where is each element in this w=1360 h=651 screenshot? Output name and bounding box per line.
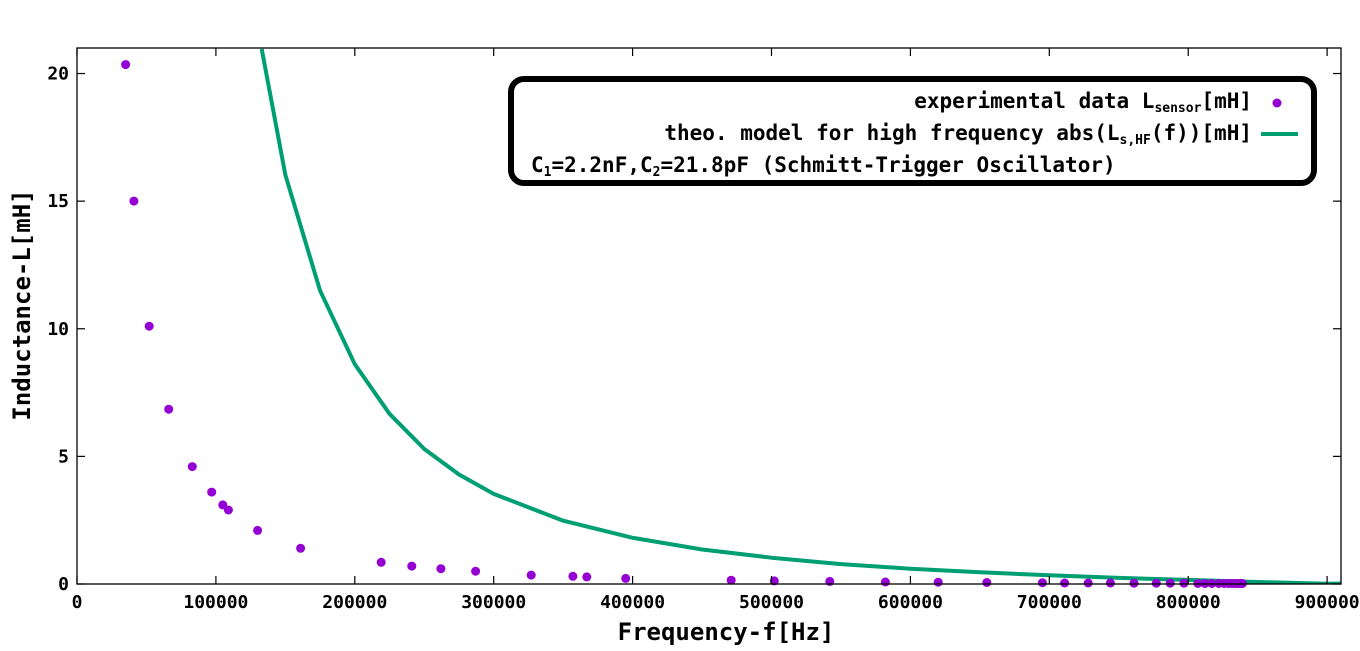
data-point <box>568 571 578 581</box>
data-point <box>144 321 154 331</box>
data-point <box>407 561 417 571</box>
legend-model-label: theo. model for high frequency abs(Ls,HF… <box>664 121 1252 148</box>
x-tick-label: 100000 <box>183 592 248 613</box>
x-tick-label: 0 <box>72 592 83 613</box>
data-point <box>621 573 631 583</box>
y-tick-label: 15 <box>47 191 69 212</box>
data-point <box>726 575 736 585</box>
data-point <box>1083 578 1093 588</box>
data-point <box>223 505 233 515</box>
data-point <box>1165 578 1175 588</box>
legend: experimental data Lsensor[mH] theo. mode… <box>508 76 1317 186</box>
x-tick-label: 200000 <box>322 592 387 613</box>
x-tick-label: 900000 <box>1295 592 1360 613</box>
data-point <box>296 543 306 553</box>
x-tick-label: 700000 <box>1017 592 1082 613</box>
data-point <box>526 570 536 580</box>
data-point <box>1179 578 1189 588</box>
data-point <box>164 404 174 414</box>
legend-experimental-label: experimental data Lsensor[mH] <box>914 89 1252 116</box>
y-tick-label: 10 <box>47 319 69 340</box>
model-curve-layer <box>259 48 1341 584</box>
data-point <box>121 60 131 70</box>
plot-frame <box>76 47 1342 585</box>
data-point <box>880 577 890 587</box>
x-tick-label: 400000 <box>600 592 665 613</box>
data-point <box>1060 578 1070 588</box>
data-point <box>376 557 386 567</box>
data-point <box>1105 578 1115 588</box>
data-point <box>436 564 446 574</box>
axis-ticks: 0 100000 200000 300000 400000 500000 600000 700… <box>47 48 1360 613</box>
data-point <box>253 525 263 535</box>
legend-capacitor-note: C1=2.2nF,C2=21.8pF (Schmitt-Trigger Osci… <box>531 153 1116 180</box>
data-point <box>982 578 992 587</box>
data-point <box>207 487 217 497</box>
data-point <box>933 577 943 587</box>
data-point <box>1129 578 1139 588</box>
data-point <box>1151 578 1161 588</box>
data-point <box>471 566 481 576</box>
y-tick-label: 0 <box>58 574 69 595</box>
y-tick-label: 5 <box>58 446 69 467</box>
x-tick-label: 500000 <box>739 592 804 613</box>
x-tick-label: 600000 <box>878 592 943 613</box>
x-axis-label: Frequency-f[Hz] <box>618 618 835 646</box>
data-point <box>1037 578 1047 588</box>
y-axis-label: Inductance-L[mH] <box>8 189 36 420</box>
data-point <box>582 572 592 582</box>
x-tick-label: 300000 <box>461 592 526 613</box>
data-point <box>187 462 197 472</box>
model-curve <box>259 48 1341 584</box>
x-tick-label: 800000 <box>1156 592 1221 613</box>
legend-experimental-marker <box>1272 98 1282 108</box>
y-tick-label: 20 <box>47 64 69 85</box>
legend-box <box>508 76 1317 186</box>
data-point <box>129 196 139 206</box>
